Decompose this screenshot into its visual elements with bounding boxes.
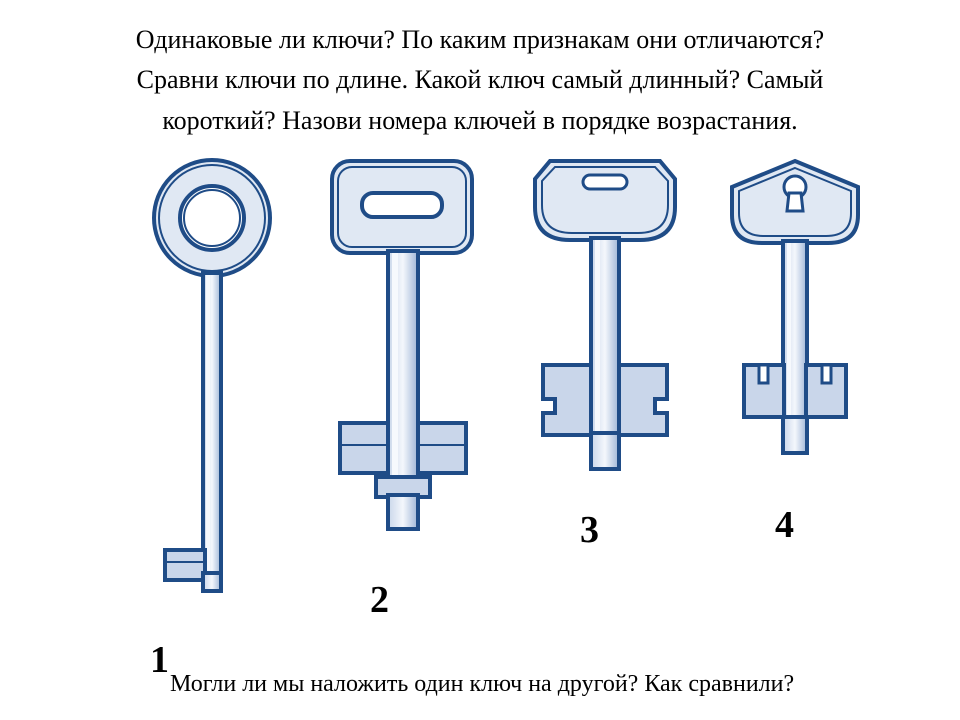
- key-1-svg: [135, 155, 290, 595]
- key-1: [135, 155, 290, 595]
- key-4-svg: [720, 155, 870, 460]
- key-4-label: 4: [775, 503, 794, 547]
- question-text-bottom: Могли ли мы наложить один ключ на другой…: [170, 671, 930, 698]
- key-2-label: 2: [370, 578, 389, 622]
- top-line-2: Сравни ключи по длине. Какой ключ самый …: [50, 60, 910, 100]
- key-2: [320, 155, 485, 535]
- key-3-svg: [525, 155, 685, 475]
- top-line-1: Одинаковые ли ключи? По каким признакам …: [50, 20, 910, 60]
- top-line-3: короткий? Назови номера ключей в порядке…: [50, 101, 910, 141]
- key-4: [720, 155, 870, 460]
- key-1-label: 1: [150, 638, 169, 682]
- key-2-svg: [320, 155, 485, 535]
- question-text-top: Одинаковые ли ключи? По каким признакам …: [50, 20, 910, 141]
- key-3: [525, 155, 685, 475]
- keys-illustration-area: 1: [0, 150, 960, 670]
- key-3-label: 3: [580, 508, 599, 552]
